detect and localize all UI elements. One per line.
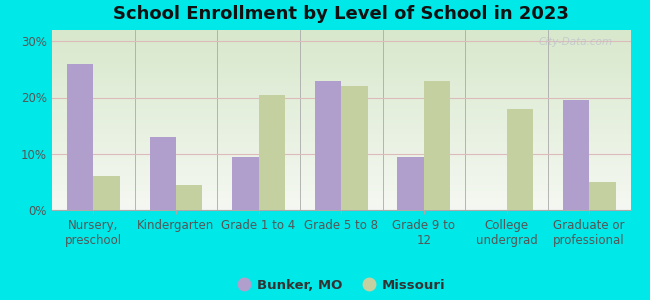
Bar [563, 100, 589, 210]
Bar [506, 109, 533, 210]
Bar [232, 157, 259, 210]
Bar [589, 182, 616, 210]
Title: School Enrollment by Level of School in 2023: School Enrollment by Level of School in … [113, 5, 569, 23]
Bar [150, 137, 176, 210]
Bar [259, 95, 285, 210]
Text: City-Data.com: City-Data.com [539, 37, 613, 47]
Bar [424, 81, 450, 210]
Legend: Bunker, MO, Missouri: Bunker, MO, Missouri [232, 273, 450, 297]
Bar [176, 185, 202, 210]
Bar [341, 86, 368, 210]
Bar [397, 157, 424, 210]
Bar [67, 64, 94, 210]
Bar [94, 176, 120, 210]
Bar [315, 81, 341, 210]
